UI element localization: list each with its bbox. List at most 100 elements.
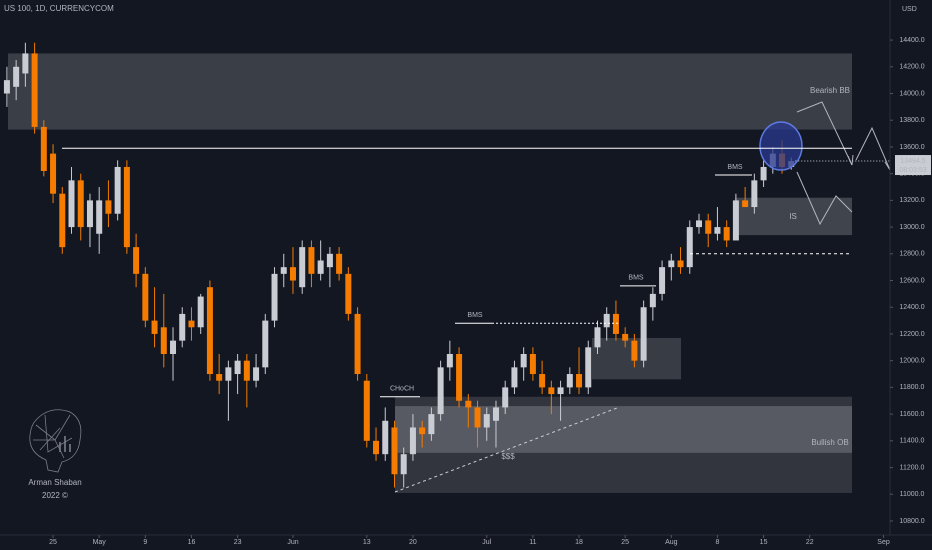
candle-body bbox=[603, 313, 610, 328]
candle-body bbox=[492, 407, 499, 421]
y-tick-label: 14200.0 bbox=[899, 64, 924, 71]
candle-body bbox=[373, 440, 380, 455]
candle-body bbox=[483, 414, 490, 428]
candle-body bbox=[391, 427, 398, 475]
candle-body bbox=[326, 253, 333, 268]
x-tick-label: 15 bbox=[760, 539, 768, 546]
candle-body bbox=[317, 260, 324, 274]
candle-body bbox=[732, 200, 739, 241]
candle-body bbox=[336, 253, 343, 274]
candle-body bbox=[280, 267, 287, 274]
candle-body bbox=[649, 293, 656, 308]
candle-body bbox=[456, 353, 463, 401]
y-tick-label: 12400.0 bbox=[899, 304, 924, 311]
y-tick-label: 11800.0 bbox=[900, 384, 925, 391]
candle-body bbox=[640, 307, 647, 361]
y-tick-label: 12600.0 bbox=[899, 277, 924, 284]
candle-body bbox=[363, 380, 370, 441]
candle-body bbox=[511, 367, 518, 388]
candle-body bbox=[714, 227, 721, 234]
candle-body bbox=[31, 53, 38, 127]
candle-body bbox=[760, 166, 767, 181]
candle-body bbox=[216, 374, 223, 381]
y-tick-label: 12200.0 bbox=[899, 331, 924, 338]
candle-body bbox=[557, 387, 564, 395]
zone bbox=[395, 406, 852, 453]
liquidity-label: $$$ bbox=[501, 452, 515, 461]
candle-body bbox=[529, 353, 536, 375]
candle-body bbox=[400, 454, 407, 475]
x-tick-label: Jun bbox=[287, 539, 298, 546]
candle-body bbox=[465, 400, 472, 408]
candle-body bbox=[474, 407, 481, 428]
x-tick-label: 16 bbox=[188, 539, 196, 546]
y-tick-label: 12800.0 bbox=[899, 251, 924, 258]
x-tick-label: 18 bbox=[575, 539, 583, 546]
structure-label: CHoCH bbox=[390, 386, 414, 393]
y-tick-label: 14000.0 bbox=[899, 90, 924, 97]
candle-body bbox=[225, 367, 232, 381]
candle-body bbox=[539, 374, 546, 388]
candle-body bbox=[622, 333, 629, 341]
candle-body bbox=[566, 374, 573, 388]
x-tick-label: 25 bbox=[621, 539, 629, 546]
candle-body bbox=[133, 247, 140, 274]
candle-body bbox=[68, 180, 75, 228]
structure-label: BMS bbox=[628, 275, 644, 282]
candle-body bbox=[206, 287, 213, 375]
last-price-box bbox=[895, 155, 931, 176]
y-tick-label: 11600.0 bbox=[900, 411, 925, 418]
x-tick-label: 11 bbox=[529, 539, 536, 546]
y-tick-label: 13600.0 bbox=[899, 144, 924, 151]
candle-body bbox=[354, 313, 361, 375]
candle-body bbox=[179, 313, 186, 341]
structure-label: BMS bbox=[467, 312, 483, 319]
projection bbox=[796, 101, 891, 226]
candle-body bbox=[96, 200, 103, 234]
highlight-circle bbox=[759, 121, 803, 171]
projection-path bbox=[796, 171, 853, 226]
x-tick-label: 13 bbox=[363, 539, 371, 546]
logo-outline bbox=[29, 409, 82, 473]
candle-body bbox=[243, 360, 250, 381]
candle-body bbox=[631, 340, 638, 361]
candle-body bbox=[22, 53, 29, 74]
candle-body bbox=[77, 180, 84, 228]
candle-body bbox=[419, 427, 426, 435]
candle-body bbox=[686, 227, 693, 268]
candle-body bbox=[723, 227, 730, 241]
candle-body bbox=[289, 267, 296, 281]
x-tick-label: 20 bbox=[409, 539, 417, 546]
y-tick-label: 14400.0 bbox=[899, 37, 924, 44]
x-tick-label: 8 bbox=[715, 539, 719, 546]
candle-body bbox=[677, 260, 684, 268]
overlays: Bearish BB IS Bullish OB CHoCH BMS BMS BMS $$$ bbox=[62, 86, 852, 461]
axes: 10800.0 11000.0 11200.0 11400.0 11600.0 11800… bbox=[49, 37, 931, 546]
candle-body bbox=[742, 200, 749, 208]
candle-body bbox=[548, 387, 555, 395]
candle-body bbox=[659, 267, 666, 294]
structure-label: BMS bbox=[727, 164, 743, 171]
candle-body bbox=[86, 200, 93, 228]
candle-body bbox=[751, 180, 758, 208]
countdown-label: 08:03:53 bbox=[899, 167, 926, 174]
zone-label: Bearish BB bbox=[810, 86, 850, 95]
price-axis-bg bbox=[890, 0, 932, 550]
candle-body bbox=[308, 247, 315, 274]
y-tick-label: 13200.0 bbox=[899, 197, 924, 204]
x-tick-label: 25 bbox=[49, 539, 57, 546]
candle-body bbox=[50, 153, 57, 194]
candle-body bbox=[40, 126, 47, 171]
y-tick-label: 11000.0 bbox=[900, 491, 925, 498]
last-price-label: 13494.5 bbox=[900, 158, 925, 165]
candle-body bbox=[705, 220, 712, 234]
y-tick-label: 12000.0 bbox=[899, 358, 924, 365]
candle-body bbox=[114, 166, 121, 214]
y-tick-label: 11400.0 bbox=[900, 438, 925, 445]
x-tick-label: May bbox=[93, 539, 107, 546]
logo-bars bbox=[59, 436, 71, 452]
candle-body bbox=[59, 193, 66, 248]
zone bbox=[8, 53, 852, 130]
candle-body bbox=[299, 247, 306, 288]
y-tick-label: 11200.0 bbox=[900, 464, 925, 471]
